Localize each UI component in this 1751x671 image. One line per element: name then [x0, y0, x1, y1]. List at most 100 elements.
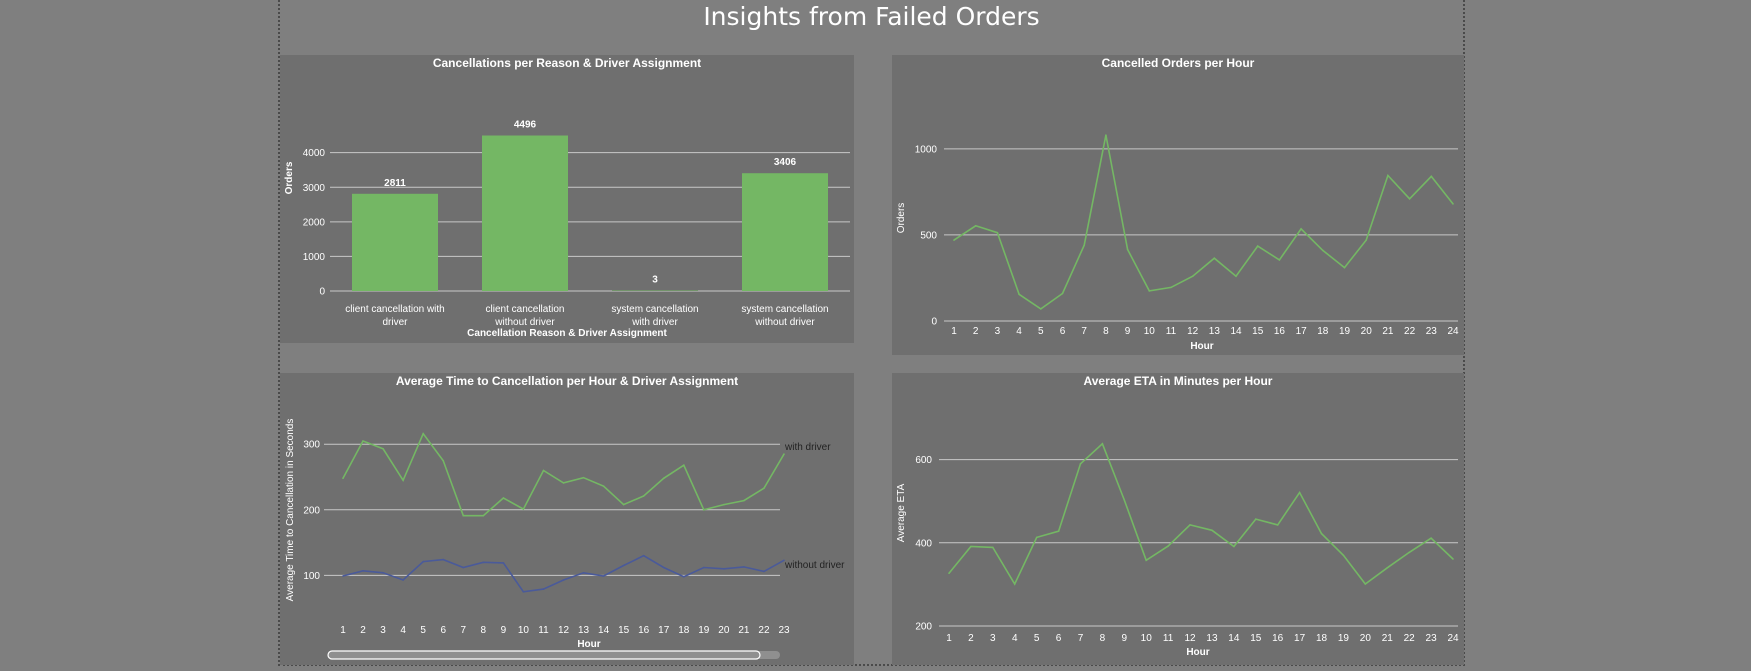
x-tick-label: 8 [1100, 633, 1106, 644]
y-tick-label: 200 [303, 505, 320, 516]
data-point [362, 570, 364, 572]
data-point [622, 564, 625, 567]
data-point [422, 560, 424, 563]
bar [482, 135, 568, 291]
data-point [642, 554, 645, 557]
data-point [1298, 491, 1301, 494]
data-point [1057, 530, 1060, 532]
x-tick-label: client cancellation with [345, 304, 445, 315]
y-axis-title: Average ETA [896, 483, 907, 542]
data-point [442, 459, 444, 462]
x-tick-label: 16 [1274, 326, 1286, 337]
hourly-line-chart-panel[interactable]: Cancelled Orders per Hour 0 500 1000 1 2 3 4 5 6 7… [892, 55, 1464, 355]
data-point [1191, 275, 1194, 277]
x-tick-label: 6 [1060, 326, 1066, 337]
x-tick-label: 8 [481, 625, 487, 636]
data-point [1148, 290, 1151, 292]
x-tick-label: 9 [1122, 633, 1128, 644]
x-tick-label: 9 [1125, 326, 1131, 337]
data-point [582, 476, 585, 479]
data-point [582, 572, 585, 574]
data-point [763, 487, 765, 489]
x-tick-label: system cancellation [611, 304, 698, 315]
x-tick-label: 21 [738, 625, 750, 636]
x-tick-label: 13 [578, 625, 590, 636]
y-tick-label: 200 [915, 622, 932, 633]
y-tick-label: 4000 [303, 148, 326, 159]
data-point [382, 572, 384, 574]
y-tick-label: 0 [931, 317, 937, 328]
data-point [974, 225, 977, 227]
y-tick-label: 100 [303, 571, 320, 582]
x-tick-label: 6 [1056, 633, 1062, 644]
x-tick-label: 4 [1016, 326, 1022, 337]
y-axis-title: Average Time to Cancellation in Seconds [285, 419, 296, 602]
scrollbar-thumb[interactable] [327, 650, 761, 660]
data-point [562, 579, 565, 581]
x-tick-label: 12 [1187, 326, 1199, 337]
x-tick-label: 12 [1184, 633, 1196, 644]
data-label: 3 [652, 275, 658, 286]
x-tick-label: 3 [380, 625, 386, 636]
series-line [342, 432, 785, 517]
data-point [1452, 203, 1454, 205]
x-tick-label: 16 [638, 625, 650, 636]
series-line [953, 134, 1454, 310]
y-tick-label: 2000 [303, 217, 326, 228]
x-tick-label: 20 [1360, 633, 1372, 644]
x-tick-label: 19 [1339, 326, 1351, 337]
x-tick-label: 13 [1206, 633, 1218, 644]
x-tick-label: 2 [973, 326, 979, 337]
bar-chart-panel[interactable]: Cancellations per Reason & Driver Assign… [280, 55, 854, 343]
data-point [1276, 524, 1279, 526]
data-point [662, 477, 665, 480]
data-point [1300, 228, 1302, 230]
x-tick-label: 7 [460, 625, 466, 636]
data-point [482, 514, 485, 517]
x-tick-label: without driver [494, 317, 555, 328]
data-point [402, 579, 404, 581]
data-point [703, 566, 705, 569]
data-point [562, 482, 565, 484]
y-tick-label: 0 [319, 287, 325, 298]
x-tick-label: 16 [1272, 633, 1284, 644]
x-tick-label: 7 [1078, 633, 1084, 644]
data-point [442, 558, 444, 561]
x-tick-label: 10 [1144, 326, 1156, 337]
data-point [1040, 308, 1042, 310]
data-point [1083, 244, 1085, 246]
x-tick-label: 9 [501, 625, 507, 636]
series-line [342, 554, 785, 593]
data-point [996, 231, 999, 234]
data-point [622, 503, 625, 506]
data-point [1167, 545, 1169, 547]
x-tick-label: 22 [1404, 326, 1416, 337]
data-point [1013, 583, 1016, 585]
x-tick-label: 19 [1338, 633, 1350, 644]
data-point [1364, 583, 1367, 585]
x-tick-label: with driver [631, 317, 678, 328]
y-tick-label: 300 [303, 440, 320, 451]
x-tick-label: 23 [1426, 633, 1438, 644]
data-label: 2811 [384, 178, 406, 189]
data-point [402, 479, 404, 482]
data-point [1018, 293, 1020, 296]
data-point [1235, 275, 1237, 277]
y-tick-label: 500 [920, 230, 937, 241]
eta-line-chart-panel[interactable]: Average ETA in Minutes per Hour 200 400 600… [892, 373, 1464, 665]
bar [612, 290, 698, 291]
data-point [342, 477, 344, 480]
data-point [703, 509, 705, 511]
cancellations-bar-chart: Cancellations per Reason & Driver Assign… [284, 56, 850, 339]
bar [352, 193, 438, 291]
data-point [522, 591, 525, 593]
x-tick-label: 21 [1382, 326, 1394, 337]
x-tick-label: 14 [598, 625, 610, 636]
time-line-chart-panel[interactable]: Average Time to Cancellation per Hour & … [280, 373, 854, 665]
chart-title: Cancellations per Reason & Driver Assign… [433, 56, 701, 70]
x-tick-label: 11 [1163, 633, 1174, 644]
data-point [1256, 245, 1259, 247]
data-point [382, 448, 384, 450]
data-point [743, 499, 745, 502]
